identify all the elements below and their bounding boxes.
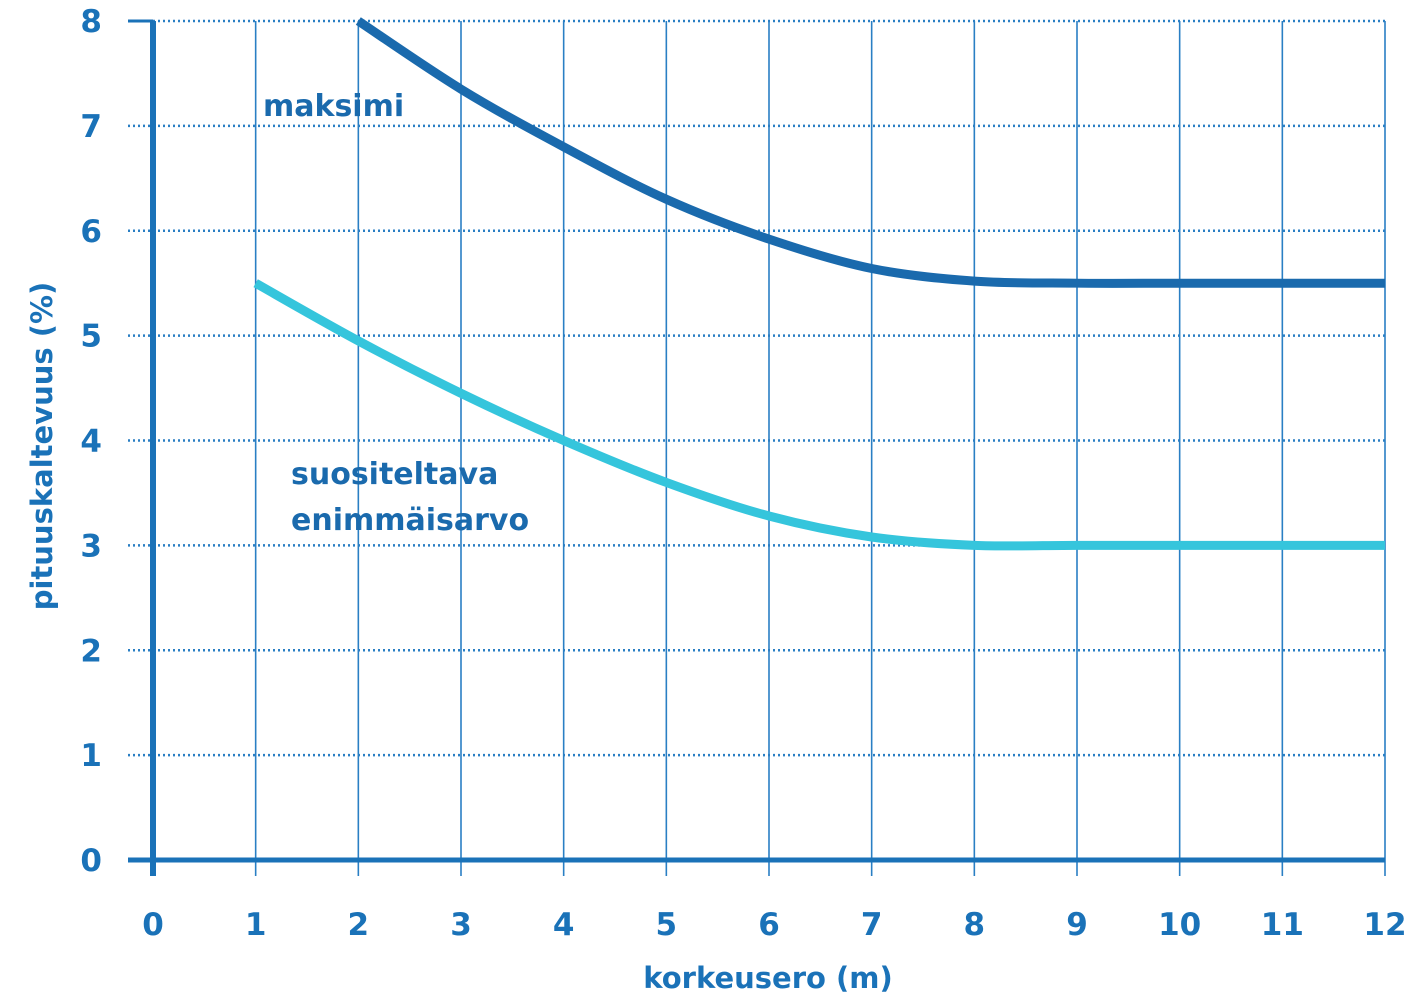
series-label-line: maksimi bbox=[263, 89, 404, 124]
series-label-maksimi: maksimi bbox=[263, 89, 404, 124]
y-tick-label: 5 bbox=[80, 319, 102, 355]
y-tick-labels: 0 1 2 3 4 5 6 7 8 bbox=[80, 4, 102, 879]
y-axis-title: pituuskaltevuus (%) bbox=[25, 282, 59, 611]
series-label-line: suositeltava bbox=[291, 457, 498, 492]
x-tick-label: 1 bbox=[245, 907, 267, 943]
series-label-line: enimmäisarvo bbox=[291, 503, 529, 538]
x-tick-label: 5 bbox=[656, 907, 678, 943]
x-tick-label: 6 bbox=[758, 907, 780, 943]
x-tick-label: 4 bbox=[553, 907, 575, 943]
vertical-gridlines bbox=[254, 21, 1386, 876]
x-tick-label: 11 bbox=[1261, 907, 1304, 943]
series-lines bbox=[253, 17, 1385, 551]
x-tick-label: 10 bbox=[1158, 907, 1201, 943]
x-axis-title: korkeusero (m) bbox=[643, 961, 893, 995]
series-line-0 bbox=[355, 17, 1385, 288]
horizontal-gridlines bbox=[128, 19, 1385, 757]
y-tick-label: 8 bbox=[80, 4, 102, 40]
x-tick-label: 3 bbox=[450, 907, 472, 943]
series-line-1 bbox=[253, 279, 1385, 551]
axes bbox=[128, 19, 1385, 876]
y-tick-label: 3 bbox=[80, 528, 102, 564]
y-tick-label: 1 bbox=[80, 738, 102, 774]
x-tick-label: 2 bbox=[348, 907, 370, 943]
y-tick-label: 7 bbox=[80, 109, 102, 145]
series-label-suositeltava-enimmaisarvo: suositeltava enimmäisarvo bbox=[291, 457, 529, 538]
x-tick-label: 9 bbox=[1066, 907, 1088, 943]
y-tick-label: 6 bbox=[80, 214, 102, 250]
y-tick-label: 0 bbox=[80, 843, 102, 879]
x-tick-label: 0 bbox=[142, 907, 164, 943]
y-tick-label: 2 bbox=[80, 633, 102, 669]
x-tick-label: 7 bbox=[861, 907, 883, 943]
x-tick-label: 12 bbox=[1363, 907, 1406, 943]
x-tick-label: 8 bbox=[964, 907, 986, 943]
x-tick-labels: 0 1 2 3 4 5 6 7 8 9 10 11 12 bbox=[142, 907, 1406, 943]
y-tick-label: 4 bbox=[80, 424, 102, 460]
